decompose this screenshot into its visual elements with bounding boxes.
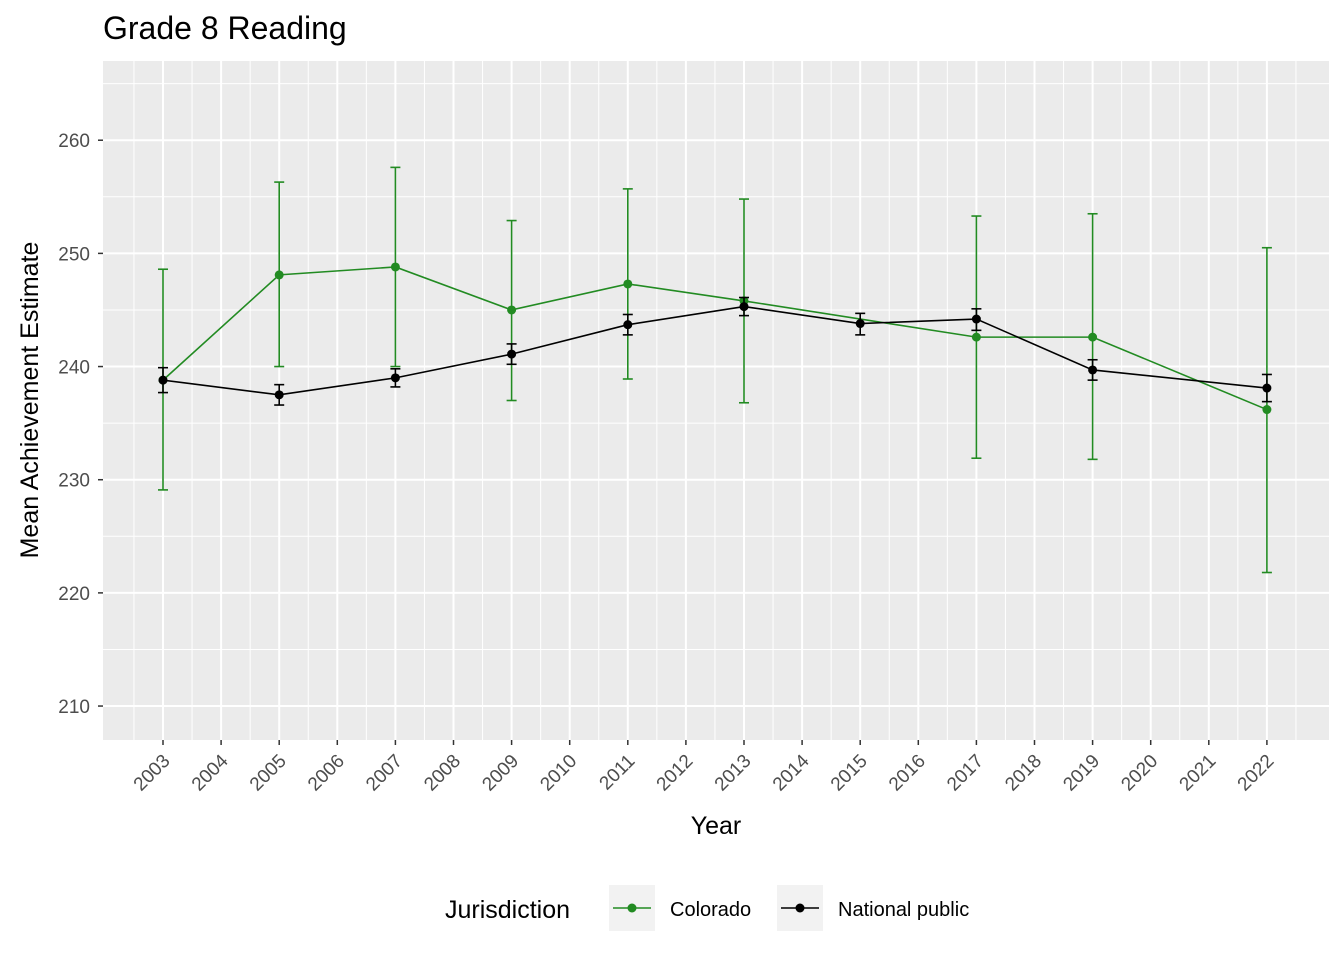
x-tick-label: 2012 bbox=[653, 751, 698, 796]
data-point bbox=[1262, 383, 1272, 393]
data-point bbox=[1088, 365, 1098, 375]
data-point bbox=[274, 390, 284, 400]
data-point bbox=[507, 305, 517, 315]
y-axis-ticks: 210 220 230 240 250 260 bbox=[58, 131, 103, 718]
series-layer bbox=[158, 166, 1272, 574]
legend-item: National public bbox=[777, 885, 969, 931]
x-tick-label: 2010 bbox=[536, 751, 581, 796]
x-tick-label: 2014 bbox=[769, 750, 814, 795]
series-line bbox=[162, 305, 1267, 396]
data-point bbox=[1088, 332, 1098, 342]
legend-key-point bbox=[795, 903, 805, 913]
data-point bbox=[971, 314, 981, 324]
data-point bbox=[274, 270, 284, 280]
x-tick-label: 2019 bbox=[1059, 751, 1104, 796]
data-point bbox=[1262, 405, 1272, 415]
x-tick-label: 2007 bbox=[362, 751, 407, 796]
x-tick-label: 2017 bbox=[943, 751, 988, 796]
data-point bbox=[390, 373, 400, 383]
x-tick-label: 2020 bbox=[1117, 751, 1162, 796]
series-national-public bbox=[158, 296, 1272, 406]
plot-panel bbox=[103, 61, 1329, 740]
x-tick-label: 2009 bbox=[478, 751, 523, 796]
x-tick-label: 2011 bbox=[596, 751, 640, 795]
x-tick-label: 2005 bbox=[246, 751, 291, 796]
x-tick-label: 2008 bbox=[420, 751, 465, 796]
y-tick-label: 240 bbox=[58, 358, 90, 379]
x-tick-label: 2021 bbox=[1176, 751, 1221, 796]
x-axis-title: Year bbox=[691, 812, 742, 840]
x-axis-ticks: 2003 2004 2005 2006 2007 2008 2009 2010 2011 2012… bbox=[130, 740, 1279, 796]
x-tick-label: 2006 bbox=[304, 751, 349, 796]
data-point bbox=[623, 279, 633, 289]
y-tick-label: 250 bbox=[58, 244, 90, 265]
x-tick-label: 2016 bbox=[885, 751, 930, 796]
legend-title: Jurisdiction bbox=[445, 896, 570, 924]
data-point bbox=[507, 349, 517, 359]
series-colorado bbox=[158, 166, 1272, 574]
legend-key-point bbox=[627, 903, 637, 913]
data-point bbox=[855, 319, 865, 329]
legend: Jurisdiction Colorado National public bbox=[445, 885, 969, 931]
x-tick-label: 2022 bbox=[1234, 751, 1279, 796]
data-point bbox=[390, 262, 400, 272]
y-tick-label: 220 bbox=[58, 584, 90, 605]
data-point bbox=[623, 320, 633, 330]
y-tick-label: 260 bbox=[58, 131, 90, 152]
x-tick-label: 2013 bbox=[711, 751, 756, 796]
legend-label: National public bbox=[838, 899, 969, 921]
x-tick-label: 2003 bbox=[130, 751, 175, 796]
data-point bbox=[158, 375, 168, 385]
y-tick-label: 230 bbox=[58, 471, 90, 492]
data-point bbox=[739, 302, 749, 312]
y-tick-label: 210 bbox=[58, 697, 90, 718]
x-tick-label: 2015 bbox=[827, 751, 872, 796]
x-tick-label: 2018 bbox=[1001, 751, 1046, 796]
legend-item: Colorado bbox=[609, 885, 751, 931]
chart-title: Grade 8 Reading bbox=[103, 10, 347, 46]
legend-label: Colorado bbox=[670, 899, 751, 921]
y-axis-title: Mean Achievement Estimate bbox=[16, 242, 44, 559]
data-point bbox=[971, 332, 981, 342]
x-tick-label: 2004 bbox=[188, 750, 233, 795]
